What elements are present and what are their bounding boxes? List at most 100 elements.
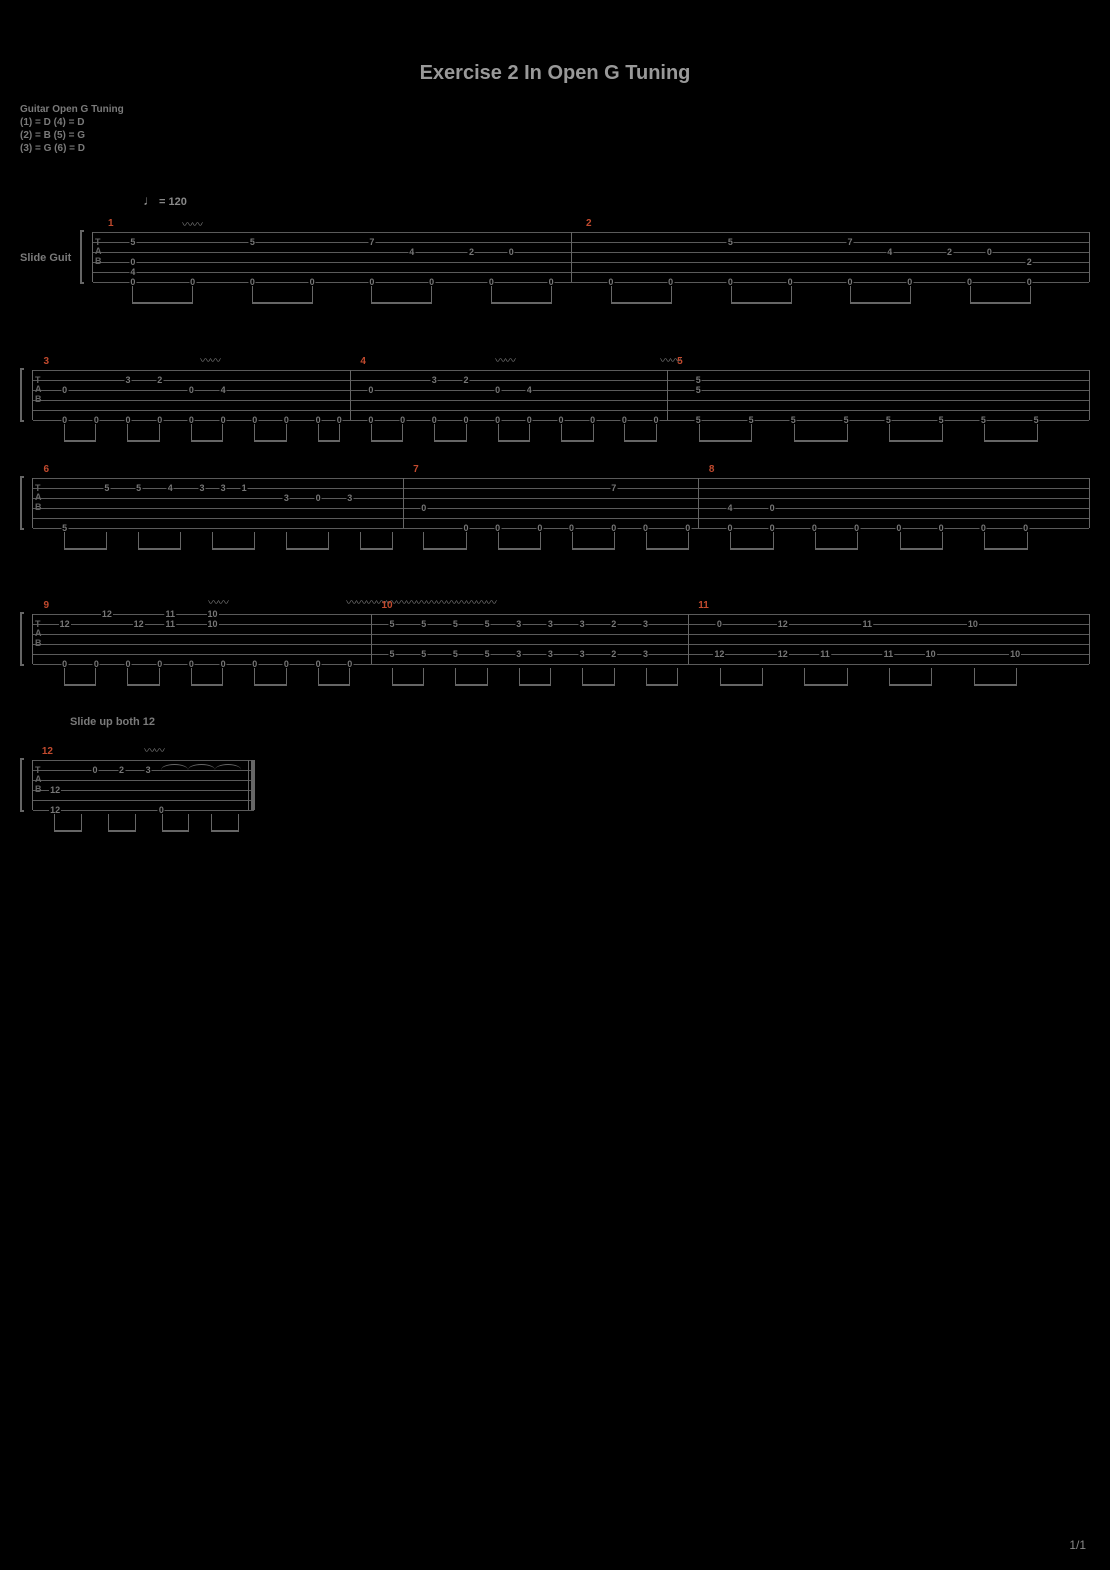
staff-line — [33, 498, 1089, 499]
fret-number: 3 — [125, 375, 132, 385]
fret-number: 3 — [579, 649, 586, 659]
stem — [847, 668, 848, 686]
staff-line — [33, 644, 1089, 645]
stem — [550, 668, 551, 686]
stem — [431, 286, 432, 304]
text-annotation: Slide up both 12 — [70, 716, 155, 728]
fret-number: 5 — [484, 619, 491, 629]
fret-number: 2 — [610, 649, 617, 659]
beam — [889, 440, 942, 442]
stem — [931, 668, 932, 686]
stem — [106, 532, 107, 550]
staff-line — [33, 370, 1089, 371]
staff-line — [33, 760, 254, 761]
stem — [466, 424, 467, 442]
fret-number: 0 — [769, 503, 776, 513]
final-barline — [248, 760, 254, 810]
bar-number: 4 — [360, 356, 366, 367]
fret-number: 11 — [861, 619, 873, 629]
stem — [671, 286, 672, 304]
fret-number: 3 — [283, 493, 290, 503]
beam — [624, 440, 656, 442]
stem — [312, 286, 313, 304]
fret-number: 12 — [49, 785, 61, 795]
fret-number: 10 — [967, 619, 979, 629]
vibrato-mark: 〰〰 — [182, 216, 202, 232]
stem — [942, 532, 943, 550]
stem — [238, 814, 239, 832]
beam — [434, 440, 466, 442]
fret-number: 2 — [946, 247, 953, 257]
beam — [646, 548, 688, 550]
stem — [222, 424, 223, 442]
stem — [392, 532, 393, 550]
fret-number: 3 — [346, 493, 353, 503]
barline — [403, 478, 404, 528]
fret-number: 10 — [207, 619, 219, 629]
fret-number: 3 — [642, 649, 649, 659]
fret-number: 3 — [220, 483, 227, 493]
staff-line — [33, 614, 1089, 615]
fret-number: 5 — [452, 619, 459, 629]
fret-number: 0 — [716, 619, 723, 629]
beam — [254, 440, 286, 442]
bar-number: 11 — [698, 600, 709, 611]
fret-number: 3 — [515, 619, 522, 629]
tab-staff: TAB9101112012012011110101000000055555555… — [32, 614, 1090, 664]
stem — [551, 286, 552, 304]
beam — [371, 440, 403, 442]
staff-line — [33, 518, 1089, 519]
beam — [64, 548, 106, 550]
stem — [466, 532, 467, 550]
beam — [54, 830, 81, 832]
stem — [1037, 424, 1038, 442]
bar-number: 3 — [44, 356, 50, 367]
staff-line — [33, 508, 1089, 509]
staff-line — [93, 282, 1089, 283]
barline — [698, 478, 699, 528]
fret-number: 7 — [368, 237, 375, 247]
beam — [611, 302, 671, 304]
fret-number: 0 — [367, 385, 374, 395]
stem — [159, 424, 160, 442]
staff-line — [33, 624, 1089, 625]
stem — [159, 668, 160, 686]
staff-line — [33, 780, 254, 781]
beam — [252, 302, 312, 304]
system-bracket — [20, 476, 24, 530]
stem — [487, 668, 488, 686]
tie-slur — [215, 764, 242, 770]
beam — [423, 548, 465, 550]
instrument-label: Slide Guit — [20, 252, 71, 264]
bar-number: 10 — [381, 600, 392, 611]
barline — [667, 370, 668, 420]
stem — [180, 532, 181, 550]
fret-number: 5 — [420, 619, 427, 629]
stem — [135, 814, 136, 832]
stem — [339, 424, 340, 442]
beam — [254, 684, 286, 686]
beam — [127, 440, 159, 442]
fret-number: 5 — [484, 649, 491, 659]
staff-line — [33, 410, 1089, 411]
tab-system: Slide Guit= 120〰〰TAB12504005007040200000… — [20, 232, 1090, 282]
beam — [984, 440, 1037, 442]
fret-number: 0 — [188, 385, 195, 395]
fret-number: 4 — [167, 483, 174, 493]
bar-number: 2 — [586, 218, 592, 229]
staff-line — [93, 252, 1089, 253]
staff-line — [33, 800, 254, 801]
beam — [455, 684, 487, 686]
beam — [360, 548, 392, 550]
fret-number: 2 — [1026, 257, 1033, 267]
barline — [371, 614, 372, 664]
fret-number: 11 — [165, 619, 177, 629]
fret-number: 3 — [547, 619, 554, 629]
beam — [519, 684, 551, 686]
vibrato-mark: 〰〰 — [495, 352, 515, 368]
fret-number: 5 — [129, 237, 136, 247]
beam — [572, 548, 614, 550]
fret-number: 7 — [610, 483, 617, 493]
fret-number: 11 — [819, 649, 831, 659]
stem — [286, 424, 287, 442]
